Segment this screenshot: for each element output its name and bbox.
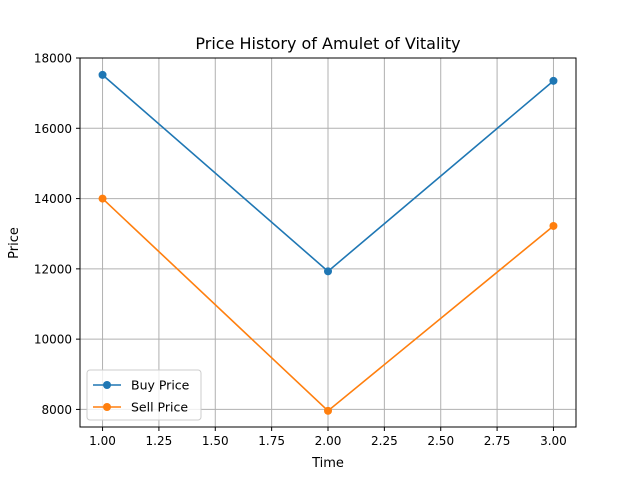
y-axis-label: Price — [7, 227, 22, 259]
y-tick-label: 10000 — [34, 333, 72, 347]
legend-label: Buy Price — [131, 378, 190, 393]
x-tick-label: 3.00 — [540, 434, 567, 448]
legend-item-buy-price: Buy Price — [93, 378, 190, 393]
x-tick-label: 2.25 — [371, 434, 398, 448]
x-axis-label: Time — [311, 456, 344, 471]
legend-label: Sell Price — [131, 400, 188, 415]
x-tick-label: 1.25 — [146, 434, 173, 448]
x-axis-ticks: 1.00 1.25 1.50 1.75 2.00 2.25 2.50 2.75 3.00 — [89, 427, 567, 448]
legend-items: Buy Price Sell Price — [93, 378, 190, 415]
y-tick-label: 12000 — [34, 262, 72, 276]
x-tick-label: 2.00 — [315, 434, 342, 448]
plot-frame — [79, 57, 577, 428]
series-sell-price — [98, 194, 558, 415]
legend: Buy Price Sell Price — [86, 369, 202, 421]
y-axis-ticks: 8000 10000 12000 14000 16000 18000 — [34, 52, 80, 417]
x-tick-label: 1.75 — [258, 434, 285, 448]
x-tick-label: 1.50 — [202, 434, 229, 448]
y-tick-label: 18000 — [34, 52, 72, 66]
series-buy-price — [98, 70, 558, 276]
legend-marker — [103, 381, 111, 389]
series — [98, 70, 558, 415]
x-tick-label: 2.50 — [427, 434, 454, 448]
y-tick-label: 14000 — [34, 192, 72, 206]
buy-price-point — [324, 267, 332, 276]
sell-price-point — [98, 194, 107, 203]
y-tick-label: 16000 — [34, 122, 72, 136]
legend-marker — [103, 403, 111, 411]
x-tick-label: 1.00 — [89, 434, 116, 448]
buy-price-point — [549, 76, 558, 85]
legend-item-sell-price: Sell Price — [93, 400, 188, 415]
sell-price-point — [549, 221, 558, 230]
sell-price-point — [324, 406, 332, 415]
chart-title: Price History of Amulet of Vitality — [195, 34, 460, 53]
y-tick-label: 8000 — [41, 403, 72, 417]
x-tick-label: 2.75 — [484, 434, 511, 448]
buy-price-point — [98, 70, 107, 79]
